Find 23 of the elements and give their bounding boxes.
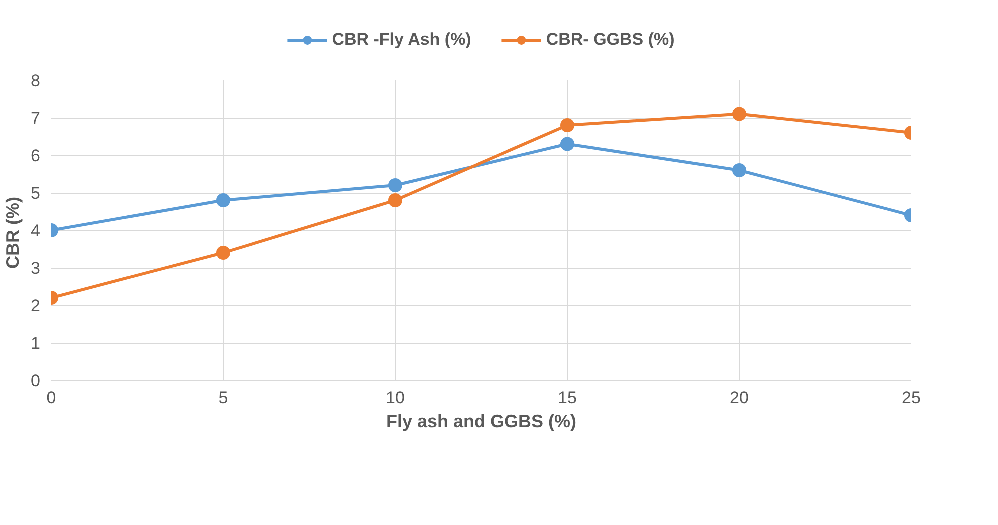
x-tick-label: 15 [558,388,577,408]
y-tick-label: 2 [31,296,41,316]
x-tick-label: 25 [902,388,921,408]
point [560,137,574,152]
x-tick-label: 5 [218,388,228,408]
x-tick-label: 0 [46,388,56,408]
y-tick-label: 0 [31,372,41,390]
x-axis-title: Fly ash and GGBS (%) [386,412,577,432]
x-tick-label: 10 [386,388,405,408]
legend-label: CBR -Fly Ash (%) [332,30,472,50]
y-tick-label: 3 [31,259,41,278]
y-tick-label: 6 [31,146,41,166]
y-tick-label: 5 [31,184,41,203]
y-tick-label: 4 [31,222,41,240]
point [560,118,574,132]
y-tick-label: 7 [31,109,41,128]
y-tick-label: 1 [31,334,41,353]
x-tick-label: 20 [730,388,749,408]
point [388,194,402,208]
legend-label: CBR- GGBS (%) [546,30,675,50]
point [388,178,402,192]
y-axis-title: CBR (%) [3,196,24,269]
y-tick-label: 8 [31,72,41,90]
